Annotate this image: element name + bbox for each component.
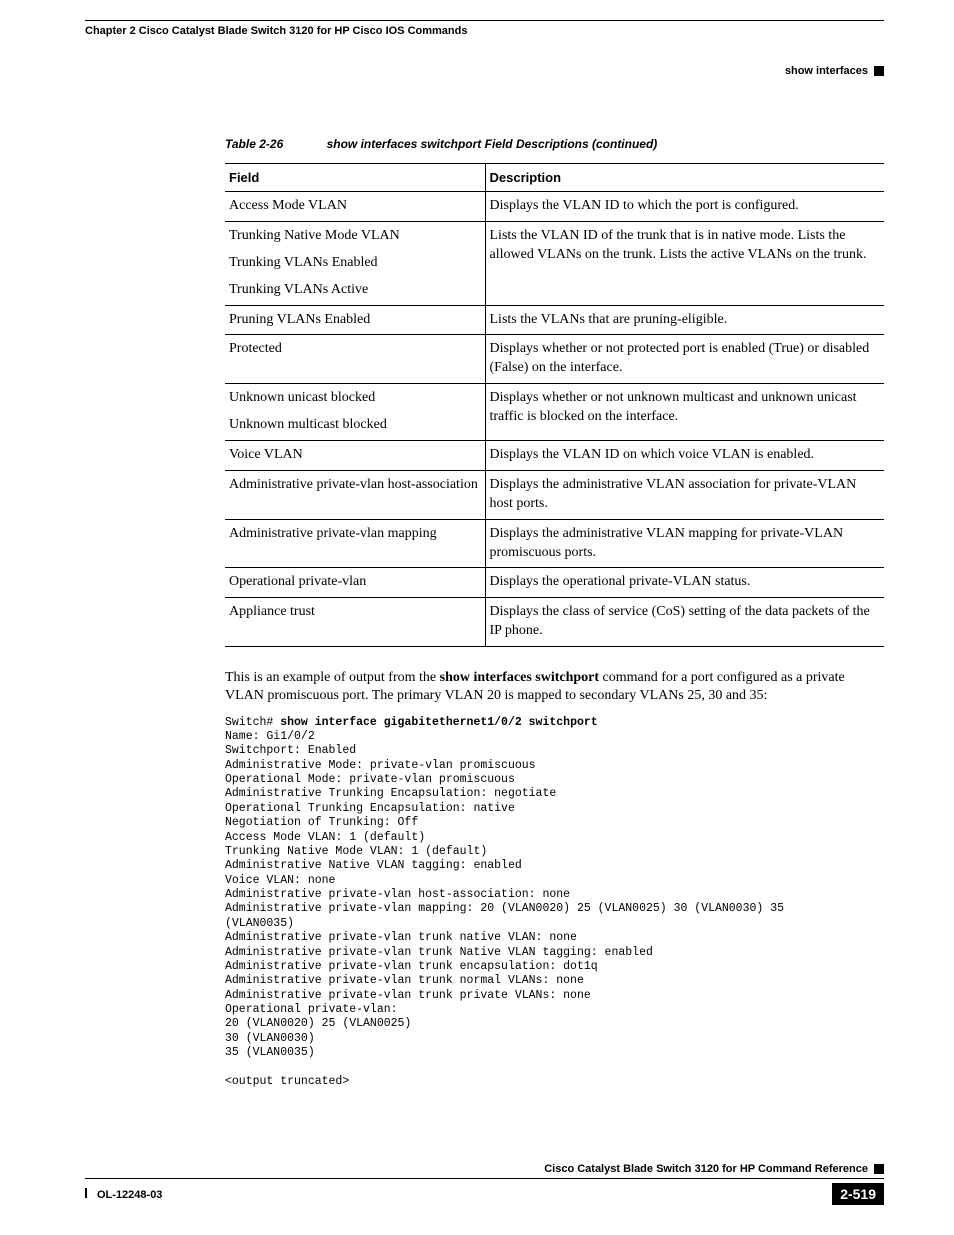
example-paragraph: This is an example of output from the sh… — [225, 669, 884, 705]
footer-title-row: Cisco Catalyst Blade Switch 3120 for HP … — [85, 1163, 884, 1175]
description-cell: Displays whether or not unknown multicas… — [485, 384, 884, 441]
footer-marker-icon — [874, 1164, 884, 1174]
table-row: Voice VLANDisplays the VLAN ID on which … — [225, 441, 884, 471]
description-cell: Displays the class of service (CoS) sett… — [485, 598, 884, 647]
field-name: Unknown unicast blocked — [229, 389, 481, 408]
description-cell: Displays whether or not protected port i… — [485, 335, 884, 384]
section-label: show interfaces — [785, 65, 868, 77]
page-header: Chapter 2 Cisco Catalyst Blade Switch 31… — [85, 25, 884, 37]
field-name: Trunking VLANs Enabled — [229, 254, 481, 273]
table-row: Trunking Native Mode VLAN Trunking VLANs … — [225, 221, 884, 305]
para-pre: This is an example of output from the — [225, 670, 440, 685]
description-cell: Displays the administrative VLAN associa… — [485, 470, 884, 519]
table-row: ProtectedDisplays whether or not protect… — [225, 335, 884, 384]
col-description: Description — [485, 164, 884, 192]
table-row: Administrative private-vlan host-associa… — [225, 470, 884, 519]
table-body: Access Mode VLANDisplays the VLAN ID to … — [225, 192, 884, 647]
description-cell: Displays the VLAN ID on which voice VLAN… — [485, 441, 884, 471]
page-number: 2-519 — [832, 1183, 884, 1205]
header-rule — [85, 20, 884, 21]
field-cell: Trunking Native Mode VLAN Trunking VLANs … — [225, 221, 485, 305]
field-cell: Operational private-vlan — [225, 568, 485, 598]
doc-id: OL-12248-03 — [85, 1188, 162, 1201]
field-cell: Access Mode VLAN — [225, 192, 485, 222]
col-field: Field — [225, 164, 485, 192]
cli-output: Switch# show interface gigabitethernet1/… — [225, 716, 884, 1090]
footer-tick-icon — [85, 1188, 87, 1198]
table-number: Table 2-26 — [225, 137, 283, 151]
cli-prompt: Switch# — [225, 716, 280, 729]
table-title: show interfaces switchport Field Descrip… — [327, 137, 658, 151]
header-right-row: show interfaces — [85, 37, 884, 77]
table-row: Appliance trustDisplays the class of ser… — [225, 598, 884, 647]
field-cell: Appliance trust — [225, 598, 485, 647]
field-cell: Unknown unicast blocked Unknown multicast… — [225, 384, 485, 441]
field-cell: Administrative private-vlan host-associa… — [225, 470, 485, 519]
field-name: Trunking Native Mode VLAN — [229, 227, 481, 246]
footer-bottom: OL-12248-03 2-519 — [85, 1183, 884, 1205]
footer-rule — [85, 1178, 884, 1179]
footer-doc-title: Cisco Catalyst Blade Switch 3120 for HP … — [544, 1163, 868, 1175]
content-area: Table 2-26 show interfaces switchport Fi… — [225, 137, 884, 1089]
description-cell: Displays the administrative VLAN mapping… — [485, 519, 884, 568]
table-row: Administrative private-vlan mappingDispl… — [225, 519, 884, 568]
field-description-table: Field Description Access Mode VLANDispla… — [225, 163, 884, 647]
cli-command: show interface gigabitethernet1/0/2 swit… — [280, 716, 597, 729]
header-marker-icon — [874, 66, 884, 76]
table-row: Access Mode VLANDisplays the VLAN ID to … — [225, 192, 884, 222]
field-name: Unknown multicast blocked — [229, 416, 481, 435]
field-cell: Voice VLAN — [225, 441, 485, 471]
table-row: Operational private-vlanDisplays the ope… — [225, 568, 884, 598]
description-cell: Displays the VLAN ID to which the port i… — [485, 192, 884, 222]
description-cell: Lists the VLAN ID of the trunk that is i… — [485, 221, 884, 305]
table-header-row: Field Description — [225, 164, 884, 192]
field-cell: Administrative private-vlan mapping — [225, 519, 485, 568]
field-name: Trunking VLANs Active — [229, 281, 481, 300]
chapter-title: Chapter 2 Cisco Catalyst Blade Switch 31… — [85, 25, 467, 37]
doc-id-text: OL-12248-03 — [97, 1189, 162, 1201]
section-heading: show interfaces — [785, 65, 884, 77]
page-footer: Cisco Catalyst Blade Switch 3120 for HP … — [85, 1163, 884, 1205]
description-cell: Displays the operational private-VLAN st… — [485, 568, 884, 598]
table-row: Pruning VLANs EnabledLists the VLANs tha… — [225, 305, 884, 335]
field-cell: Protected — [225, 335, 485, 384]
description-cell: Lists the VLANs that are pruning-eligibl… — [485, 305, 884, 335]
page: Chapter 2 Cisco Catalyst Blade Switch 31… — [0, 0, 954, 1235]
para-cmd: show interfaces switchport — [440, 670, 599, 685]
field-cell: Pruning VLANs Enabled — [225, 305, 485, 335]
table-row: Unknown unicast blocked Unknown multicast… — [225, 384, 884, 441]
table-caption: Table 2-26 show interfaces switchport Fi… — [225, 137, 884, 151]
